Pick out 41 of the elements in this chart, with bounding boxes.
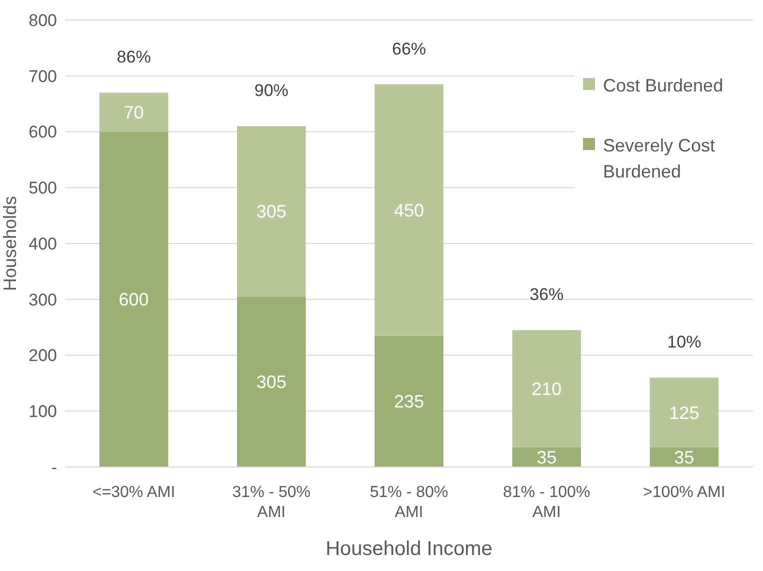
legend-label: Severely Cost Burdened <box>603 135 716 182</box>
x-tick-label: <=30% AMI <box>92 484 176 501</box>
x-tick-label: 51% - 80% AMI <box>370 484 448 521</box>
y-tick-label: 400 <box>28 234 57 254</box>
x-tick-label: >100% AMI <box>643 484 726 501</box>
data-label: 210 <box>532 379 562 400</box>
y-tick-label: 200 <box>28 346 57 366</box>
y-tick-label: 300 <box>28 290 57 310</box>
y-tick-label: 700 <box>28 66 57 86</box>
data-label: 35 <box>536 448 557 468</box>
y-tick-label: 500 <box>28 178 57 198</box>
data-label: 125 <box>669 402 700 423</box>
bar <box>237 126 306 297</box>
bar <box>650 378 719 448</box>
y-tick-label: 800 <box>28 10 57 30</box>
x-tick-label: 81% - 100% AMI <box>503 484 590 521</box>
y-tick-label: 600 <box>28 122 57 142</box>
bar <box>237 296 306 467</box>
bar <box>512 330 581 448</box>
annotation: 66% <box>392 39 426 58</box>
bar <box>99 92 168 132</box>
bar <box>99 132 168 467</box>
data-label: 450 <box>394 200 424 220</box>
y-axis-title: Households <box>0 196 20 292</box>
data-label: 305 <box>256 202 286 222</box>
y-tick-label: 100 <box>28 402 57 422</box>
annotation: 36% <box>530 285 564 304</box>
data-label: 600 <box>118 290 149 310</box>
data-label: 35 <box>674 448 694 468</box>
x-axis-title: Household Income <box>326 538 492 560</box>
legend-label: Cost Burdened <box>603 75 724 96</box>
y-tick-label: - <box>51 458 57 477</box>
x-tick-label: 31% - 50% AMI <box>232 484 311 521</box>
data-label: 235 <box>394 392 424 412</box>
annotation: 86% <box>116 48 151 67</box>
annotation: 90% <box>254 81 288 100</box>
bar <box>374 336 444 467</box>
annotation: 10% <box>667 332 702 352</box>
data-label: 70 <box>124 102 144 122</box>
bar <box>374 84 444 336</box>
data-label: 305 <box>256 372 286 392</box>
